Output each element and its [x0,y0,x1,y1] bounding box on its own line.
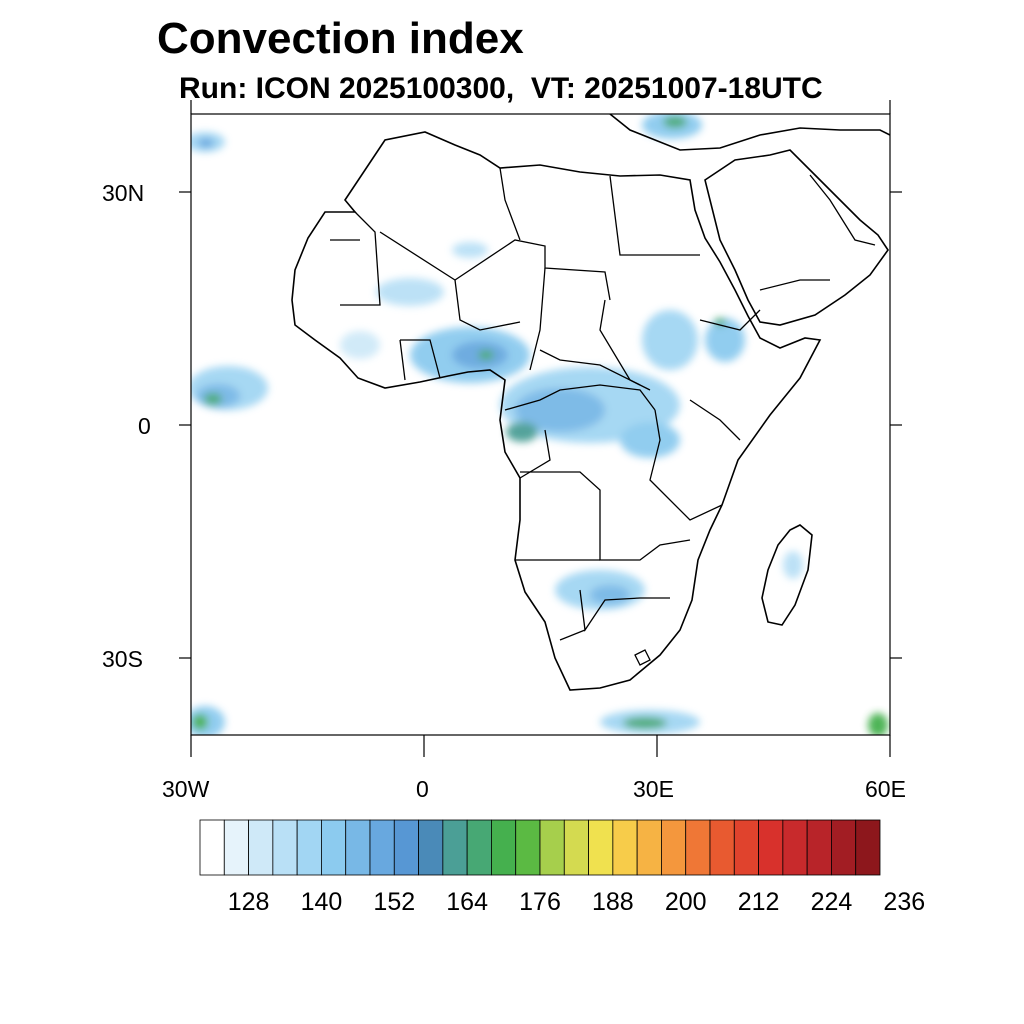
colorbar-swatch [491,819,517,876]
colorbar-swatch [418,819,444,876]
colorbar-swatch [806,819,832,876]
colorbar-swatch [758,819,784,876]
colorbar-tick-label: 128 [227,888,270,916]
lon-label-30e: 30E [633,776,674,802]
convection-blob [478,350,494,360]
convection-blob [452,242,488,258]
colorbar-tick-label: 236 [883,888,926,916]
lon-label-0: 0 [416,776,429,802]
colorbar-swatch [369,819,395,876]
colorbar-swatch [733,819,759,876]
colorbar-tick-label: 164 [446,888,488,916]
colorbar [199,819,881,876]
colorbar-swatch [223,819,249,876]
colorbar-swatch [612,819,638,876]
colorbar-swatch [782,819,808,876]
coastlines [291,114,890,691]
madagascar-coastline [761,524,813,626]
colorbar-tick-label: 140 [300,888,343,916]
colorbar-swatch [248,819,274,876]
colorbar-swatch [661,819,687,876]
convection-blob [204,393,222,405]
convection-blob [642,310,698,370]
lat-label-30n: 30N [102,180,145,206]
convection-blob [340,331,380,359]
colorbar-tick-label: 224 [810,888,853,916]
colorbar-tick-label: 176 [519,888,561,916]
colorbar-swatch [393,819,419,876]
country-borders [330,167,876,666]
convection-blob [198,138,214,148]
colorbar-swatch [272,819,298,876]
convection-field [191,114,888,735]
colorbar-swatch [539,819,565,876]
chart-title: Convection index [157,14,524,63]
colorbar-swatch [515,819,541,876]
arabia-coastline [704,149,889,326]
convection-blob [705,318,745,362]
chart-subtitle: Run: ICON 2025100300, VT: 20251007-18UTC [179,72,823,105]
convection-blob [620,422,680,458]
europe-coastline [609,114,890,151]
lat-label-0: 0 [138,413,151,439]
colorbar-swatch [466,819,492,876]
colorbar-swatch [685,819,711,876]
africa-coastline [291,131,822,691]
convection-blob [376,278,444,306]
convection-blob [506,422,538,442]
colorbar-swatch [199,819,225,876]
colorbar-swatch [709,819,735,876]
colorbar-swatch [636,819,662,876]
lon-label-30w: 30W [162,776,210,802]
convection-blob [515,388,605,432]
axis-ticks [179,100,902,757]
colorbar-swatch [588,819,614,876]
colorbar-swatch [345,819,371,876]
colorbar-swatch [855,819,881,876]
convection-blob [783,551,803,579]
colorbar-swatch [563,819,589,876]
colorbar-swatch [296,819,322,876]
lat-label-30s: 30S [102,646,143,672]
colorbar-tick-label: 200 [664,888,707,916]
convection-blob [192,714,208,730]
convection-blob [663,116,687,128]
colorbar-swatch [321,819,347,876]
colorbar-swatch [831,819,857,876]
colorbar-tick-label: 188 [591,888,634,916]
convection-blob [868,713,888,735]
colorbar-tick-label: 152 [373,888,416,916]
convection-blob [623,717,667,729]
lon-label-60e: 60E [865,776,906,802]
convection-blob [590,585,630,605]
colorbar-swatch [442,819,468,876]
colorbar-tick-label: 212 [737,888,780,916]
